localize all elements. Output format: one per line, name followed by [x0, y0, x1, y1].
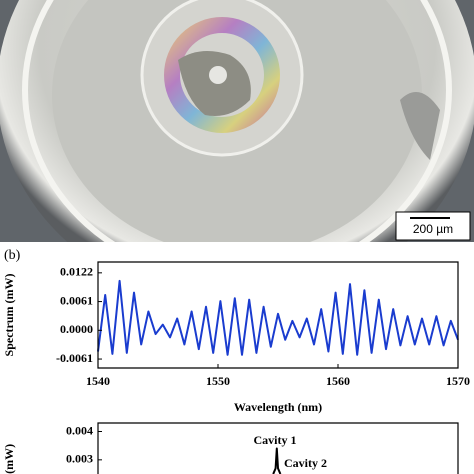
data-line [272, 447, 282, 474]
x-axis-label: Wavelength (nm) [234, 400, 322, 414]
y-tick-label: -0.0061 [56, 351, 93, 365]
x-tick-label: 1570 [446, 374, 470, 388]
panel-label: (b) [4, 248, 21, 263]
annotation: Cavity 2 [284, 456, 327, 470]
y-tick-label: 0.004 [66, 423, 93, 437]
y-tick-label: 0.0061 [60, 293, 93, 307]
plot-frame [97, 422, 459, 474]
micrograph: 200 µm [0, 0, 474, 242]
x-tick-label: 1550 [206, 374, 230, 388]
y-tick-label: 0.0000 [60, 322, 93, 336]
y-axis-label: e (mW) [2, 444, 16, 474]
x-tick-label: 1540 [86, 374, 110, 388]
scale-bar-label: 200 µm [413, 222, 453, 236]
x-tick-label: 1560 [326, 374, 350, 388]
annotation: Cavity 1 [254, 433, 297, 447]
y-tick-label: 0.003 [66, 452, 93, 466]
data-line [97, 279, 459, 356]
y-tick-label: 0.0122 [60, 265, 93, 279]
y-axis-label: Spectrum (mW) [2, 274, 16, 357]
